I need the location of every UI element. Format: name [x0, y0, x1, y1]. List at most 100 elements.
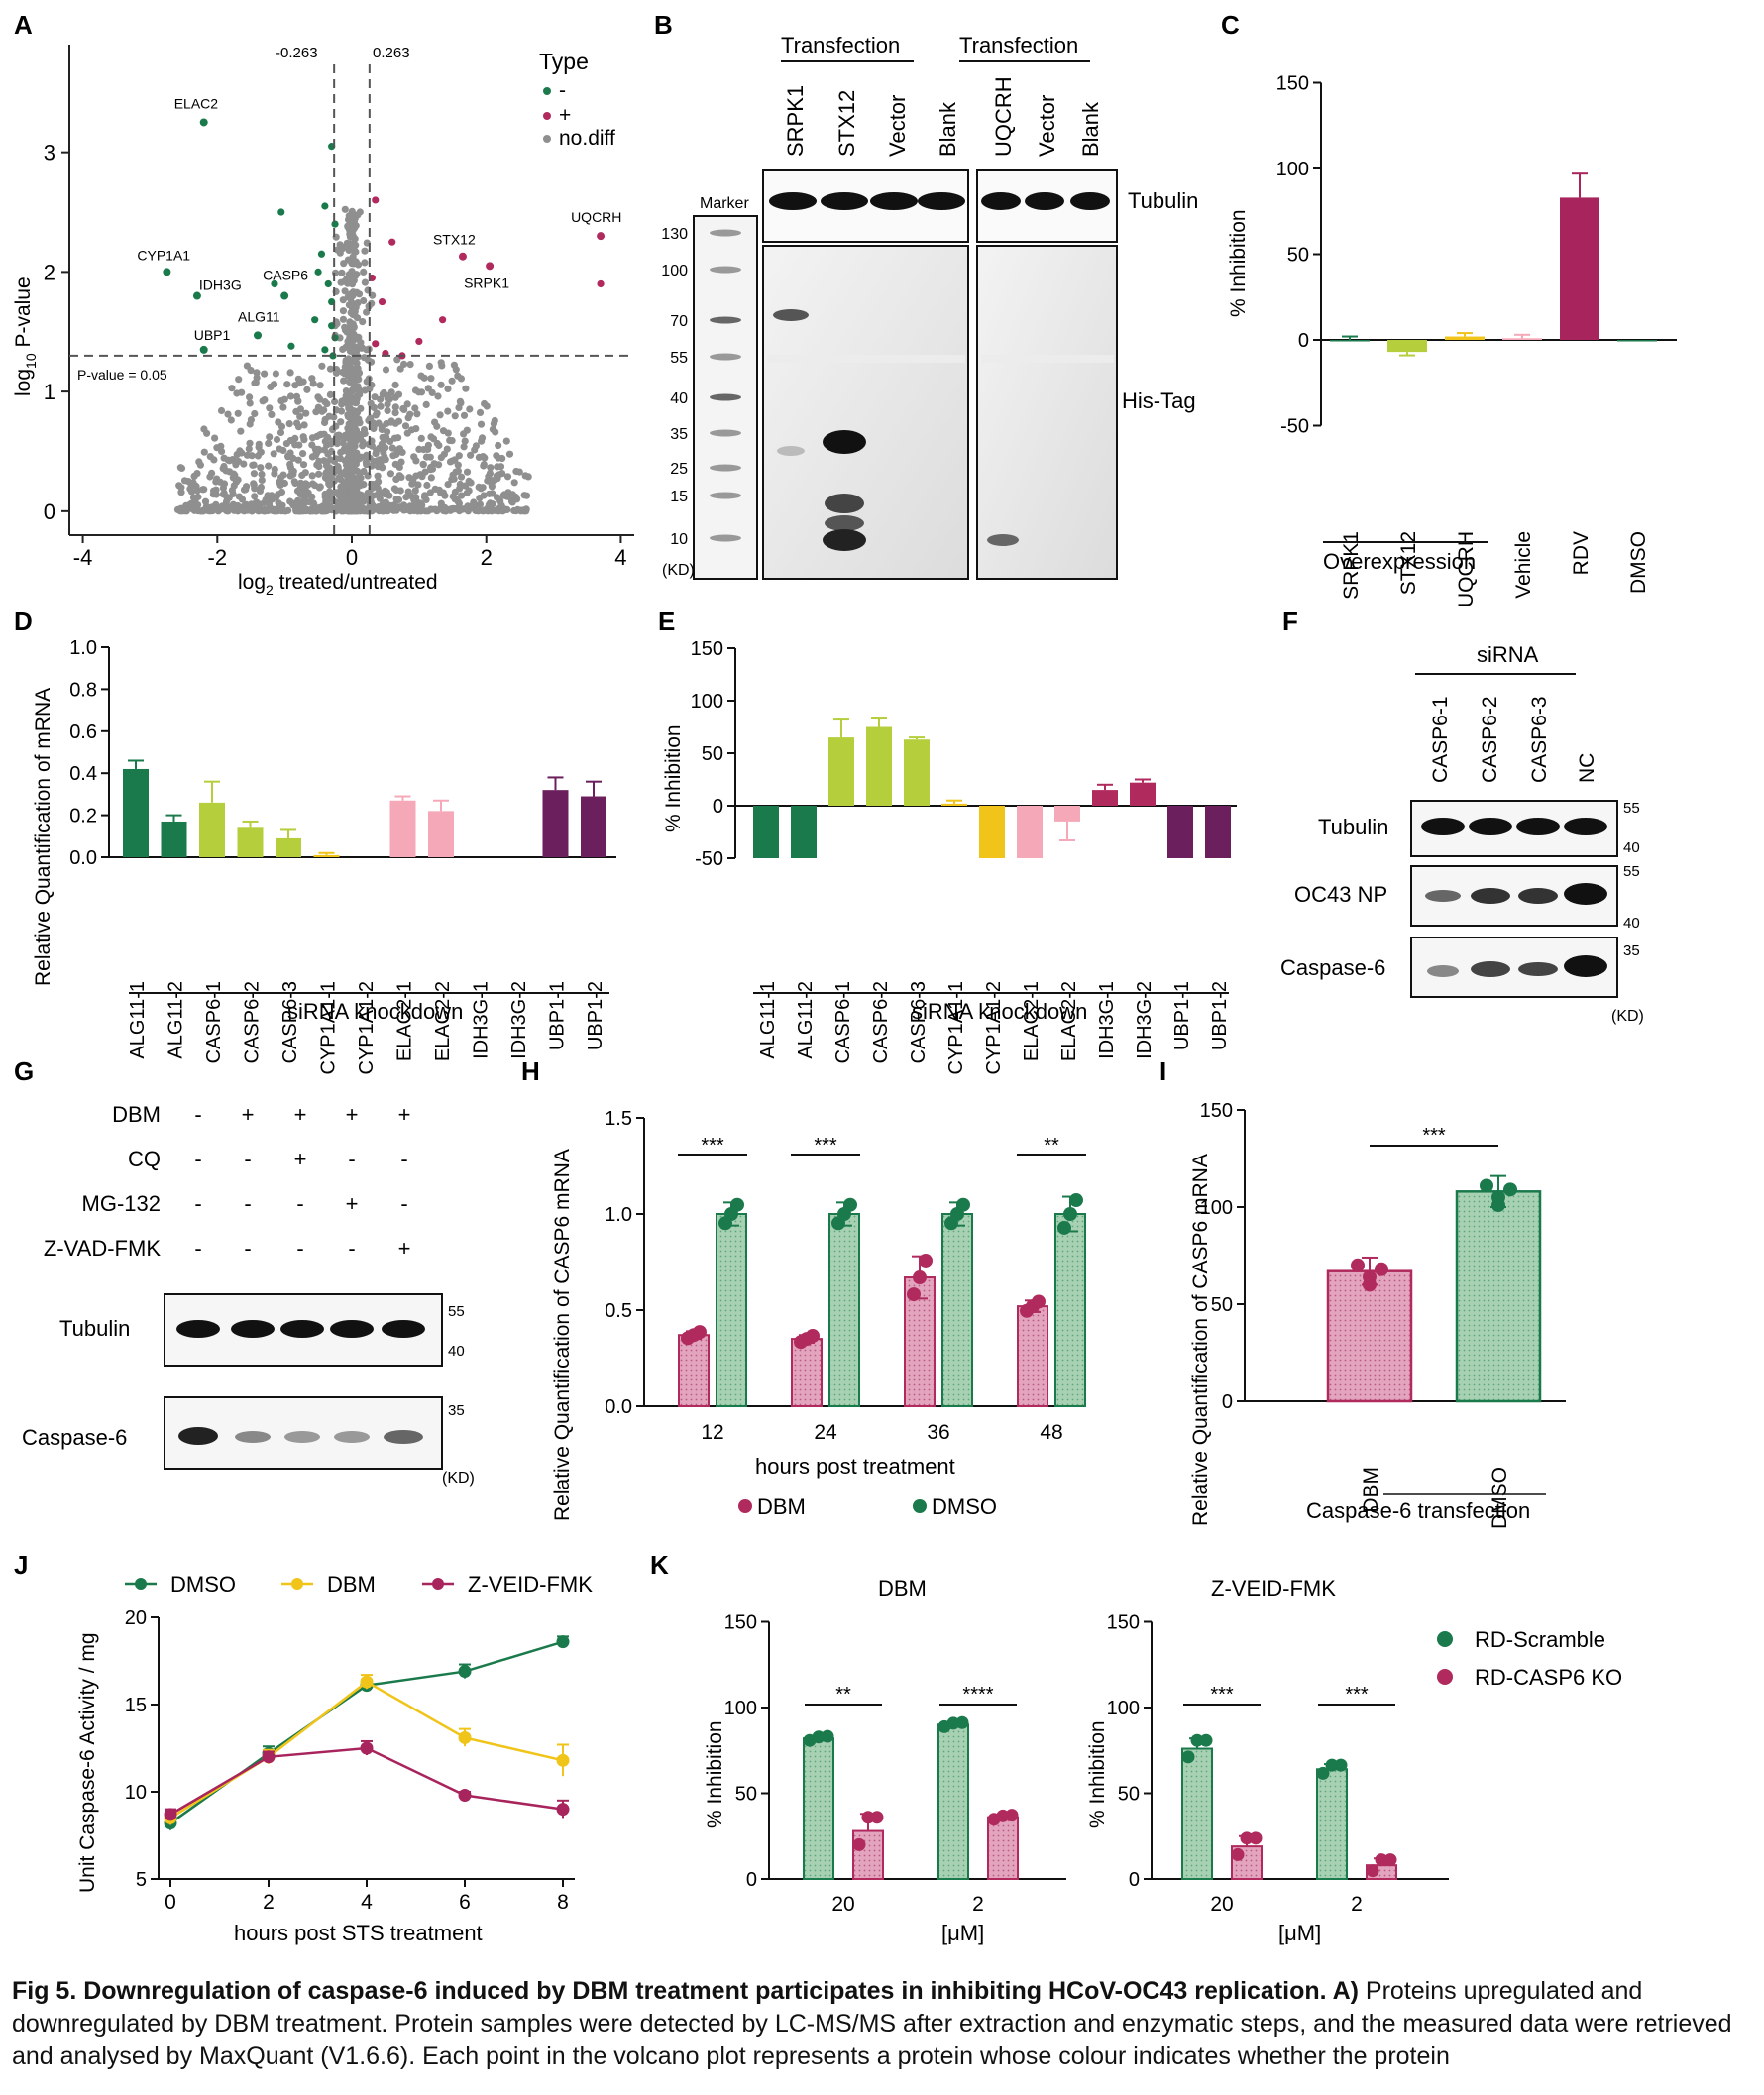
point-nodiff: [413, 505, 421, 513]
point-nodiff: [449, 471, 457, 479]
point-nodiff: [513, 505, 522, 513]
point-nodiff: [214, 507, 222, 515]
point-nodiff: [321, 494, 329, 501]
mw-f-55b: 55: [1623, 863, 1640, 880]
y-axis-label-e: % Inhibition: [662, 724, 685, 832]
h-ytick-label: 0.0: [605, 1396, 632, 1418]
c-ytick-label: 150: [1276, 73, 1309, 95]
point-nodiff: [345, 355, 353, 363]
xtick-label-a: 0: [346, 545, 358, 570]
bar-h-dbm: [1017, 1305, 1048, 1407]
point-nodiff: [426, 466, 434, 474]
point-nodiff: [246, 393, 254, 401]
bar-k-dbm: [803, 1737, 834, 1881]
point-k-zveid: [1240, 1831, 1254, 1845]
treatment-sign: +: [294, 1102, 307, 1127]
point-nodiff: [460, 430, 468, 438]
point-nodiff: [438, 362, 446, 370]
point-nodiff: [380, 388, 387, 397]
panel-letter-h: H: [521, 1056, 540, 1086]
point-nodiff: [290, 478, 298, 486]
point-nodiff: [382, 366, 390, 374]
lane-blank-right: Blank: [1078, 101, 1103, 157]
point-nodiff: [399, 404, 407, 413]
k-zveid-ytick-label: 0: [1129, 1869, 1140, 1891]
point-nodiff: [365, 489, 373, 496]
point-nodiff: [472, 442, 480, 450]
sig-label-h: ***: [701, 1135, 724, 1157]
point-nodiff: [325, 488, 334, 496]
point-nodiff: [346, 413, 354, 421]
point-nodiff: [427, 474, 435, 482]
xtick-label-d: CASP6-1: [203, 981, 225, 1063]
point-nodiff: [478, 434, 487, 442]
bar-e: [1167, 806, 1193, 858]
point-nodiff: [275, 499, 282, 507]
point-nodiff: [338, 269, 346, 276]
point-label-srpk1: SRPK1: [464, 275, 509, 290]
point-nodiff: [259, 397, 267, 405]
point-nodiff: [396, 487, 404, 495]
xtick-label-j: 8: [557, 1891, 569, 1914]
point-nodiff: [291, 441, 299, 449]
point-nodiff: [413, 410, 421, 418]
header-transfection-left: Transfection: [781, 33, 900, 57]
point-nodiff: [257, 448, 265, 456]
point-nodiff: [520, 492, 528, 499]
point-nodiff: [320, 457, 328, 465]
point-nodiff: [300, 421, 308, 429]
point-j: [164, 1808, 177, 1821]
point-nodiff: [291, 382, 299, 389]
point-nodiff: [187, 499, 195, 507]
xtick-label-e: IDH3G-2: [1134, 981, 1156, 1059]
point-nodiff: [361, 278, 369, 286]
legend-dmso-j: DMSO: [170, 1572, 236, 1597]
point-nodiff: [458, 492, 466, 499]
point-nodiff: [326, 390, 334, 398]
point-k-zveid: [1334, 1758, 1348, 1772]
point-nodiff: [254, 503, 262, 511]
mw-f-55a: 55: [1623, 800, 1640, 817]
point-nodiff: [405, 474, 413, 482]
xtick-label-e: IDH3G-1: [1096, 981, 1118, 1059]
point-nodiff: [380, 448, 387, 457]
mw-labels-b: 130 100 70 55 40 35 25 15 10: [661, 226, 688, 548]
point-k-zveid: [1231, 1847, 1245, 1861]
point-nodiff: [466, 405, 474, 413]
xtick-label-e: ELAC2-1: [1021, 981, 1043, 1061]
point-nodiff: [355, 386, 363, 393]
xtick-label-k-dbm: 2: [972, 1893, 984, 1916]
row-caspase6-f: Caspase-6: [1280, 955, 1385, 980]
point-nodiff: [448, 377, 456, 385]
bar-d: [428, 811, 454, 857]
y-axis-label-k-left: % Inhibition: [704, 1720, 726, 1828]
point-label-ubp1: UBP1: [194, 327, 231, 343]
caption-bold: Fig 5. Downregulation of caspase-6 induc…: [12, 1977, 1359, 2005]
point-nodiff: [341, 205, 349, 213]
point-nodiff: [422, 400, 430, 408]
threshold-right-label: 0.263: [373, 45, 410, 61]
point-nodiff: [337, 418, 345, 426]
panel-b-blot: B Transfection Transfection SRPK1 STX12 …: [654, 10, 1198, 580]
bar-d: [237, 827, 264, 857]
bar-k-dbm: [937, 1723, 969, 1881]
h-ytick-label: 1.0: [605, 1204, 632, 1226]
row-caspase6-g: Caspase-6: [22, 1425, 127, 1450]
point-nodiff: [452, 366, 460, 374]
lane-uqcrh: UQCRH: [991, 76, 1016, 157]
point-j: [262, 1750, 276, 1764]
legend-dbm-h: DBM: [757, 1494, 806, 1519]
point-nodiff: [299, 461, 308, 469]
point-k-zveid: [1190, 1733, 1204, 1747]
point-nodiff: [350, 323, 358, 331]
bar-e: [828, 737, 854, 806]
point-nodiff: [250, 470, 258, 478]
point-nodiff: [486, 499, 495, 507]
point-nodiff: [356, 482, 364, 490]
point-nodiff: [238, 506, 246, 514]
legend-ko-k: RD-CASP6 KO: [1475, 1665, 1622, 1690]
e-ytick-label: 100: [691, 691, 723, 713]
bar-d: [542, 790, 569, 857]
bar-k-dbm: [987, 1816, 1019, 1880]
point-nodiff: [485, 473, 493, 481]
